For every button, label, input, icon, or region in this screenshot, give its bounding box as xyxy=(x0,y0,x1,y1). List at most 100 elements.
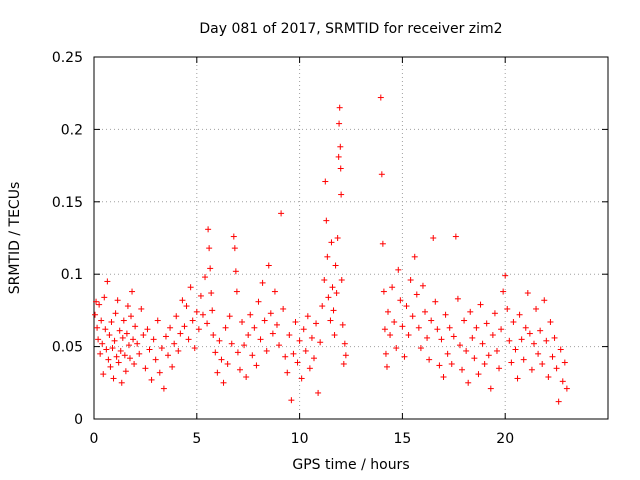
data-point xyxy=(341,340,348,347)
data-point xyxy=(338,276,345,283)
data-point xyxy=(104,278,111,285)
data-point xyxy=(409,313,416,320)
data-point xyxy=(197,292,204,299)
data-point xyxy=(446,324,453,331)
data-points xyxy=(92,94,570,405)
data-point xyxy=(493,347,500,354)
data-point xyxy=(399,323,406,330)
data-point xyxy=(300,326,307,333)
data-point xyxy=(302,347,309,354)
data-point xyxy=(428,317,435,324)
data-point xyxy=(442,311,449,318)
data-point xyxy=(553,365,560,372)
data-point xyxy=(430,235,437,241)
data-point xyxy=(336,120,343,127)
data-point xyxy=(122,368,129,375)
data-point xyxy=(144,326,151,333)
data-point xyxy=(111,337,118,344)
data-point xyxy=(448,360,455,367)
data-point xyxy=(208,290,215,297)
data-point xyxy=(278,210,285,217)
data-point xyxy=(101,294,108,301)
data-point xyxy=(500,288,507,295)
data-point xyxy=(436,362,443,369)
data-point xyxy=(108,318,115,325)
data-point xyxy=(334,235,341,241)
data-point xyxy=(105,356,112,363)
data-point xyxy=(230,233,237,240)
data-point xyxy=(112,310,119,317)
data-point xyxy=(520,356,527,363)
data-point xyxy=(204,320,211,327)
data-point xyxy=(535,350,542,357)
data-point xyxy=(119,334,126,341)
data-point xyxy=(391,318,398,325)
data-point xyxy=(308,334,315,341)
data-point xyxy=(337,143,344,150)
data-point xyxy=(444,350,451,357)
data-point xyxy=(331,332,338,339)
data-point xyxy=(487,385,494,392)
data-point xyxy=(339,321,346,328)
data-point xyxy=(116,327,123,334)
data-point xyxy=(304,313,311,320)
data-point xyxy=(401,353,408,360)
data-point xyxy=(169,363,176,370)
data-point xyxy=(454,295,461,302)
data-point xyxy=(473,324,480,331)
data-point xyxy=(177,330,184,337)
y-tick-label: 0.05 xyxy=(52,340,83,356)
data-point xyxy=(340,360,347,367)
data-point xyxy=(452,233,459,240)
x-tick-label: 10 xyxy=(291,431,309,447)
data-point xyxy=(292,318,299,325)
data-point xyxy=(261,317,268,324)
data-point xyxy=(205,226,212,233)
data-point xyxy=(549,353,556,360)
data-point xyxy=(243,374,250,381)
data-point xyxy=(245,332,252,339)
data-point xyxy=(259,279,266,286)
data-point xyxy=(173,313,180,320)
data-point xyxy=(251,324,258,331)
data-point xyxy=(134,340,141,347)
data-point xyxy=(322,178,329,185)
data-point xyxy=(226,313,233,320)
data-point xyxy=(537,327,544,334)
data-point xyxy=(557,346,564,353)
data-point xyxy=(103,346,110,353)
data-point xyxy=(465,379,472,386)
data-point xyxy=(100,371,107,378)
data-point xyxy=(387,332,394,339)
data-point xyxy=(306,365,313,372)
data-point xyxy=(485,352,492,359)
data-point xyxy=(109,345,116,352)
data-point xyxy=(123,330,130,337)
data-point xyxy=(424,334,431,341)
data-point xyxy=(539,360,546,367)
data-point xyxy=(419,282,426,289)
data-point xyxy=(411,253,418,260)
data-point xyxy=(440,374,447,381)
data-point xyxy=(95,336,102,343)
data-point xyxy=(239,318,246,325)
x-tick-label: 0 xyxy=(90,431,99,447)
data-point xyxy=(296,337,303,344)
data-point xyxy=(114,297,121,304)
data-point xyxy=(463,347,470,354)
data-point xyxy=(96,301,103,308)
data-point xyxy=(330,307,337,314)
data-point xyxy=(156,369,163,376)
data-point xyxy=(232,268,239,275)
data-point xyxy=(510,318,517,325)
data-point xyxy=(335,153,342,160)
data-point xyxy=(413,291,420,298)
data-point xyxy=(504,305,511,312)
data-point xyxy=(381,326,388,333)
data-point xyxy=(276,342,283,349)
data-point xyxy=(508,359,515,366)
data-point xyxy=(290,350,297,357)
data-point xyxy=(263,347,270,354)
y-tick-label: 0.25 xyxy=(52,50,83,66)
